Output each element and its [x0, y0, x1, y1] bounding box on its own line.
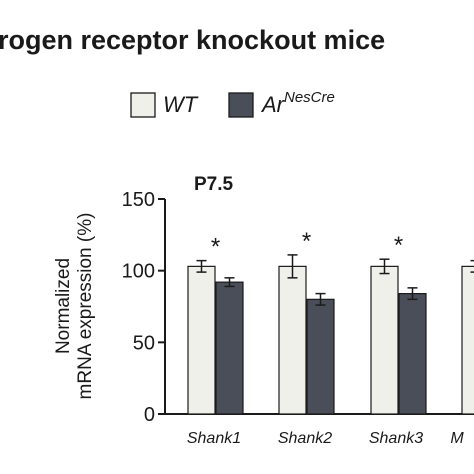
y-tick-label: 0	[144, 404, 155, 426]
significance-marker: *	[211, 234, 220, 261]
bar	[187, 265, 216, 415]
legend: WT ArNesCre	[130, 89, 335, 118]
bar	[306, 298, 335, 415]
legend-label-ar-main: Ar	[260, 92, 286, 117]
bar	[461, 265, 474, 415]
x-tick-label: M	[450, 430, 464, 447]
x-tick-label: Shank1	[187, 430, 241, 447]
plot-area: 0 50 100 150 Shank1 * Shank2 * Shank3 * M	[122, 189, 474, 447]
bar	[215, 281, 244, 415]
significance-marker: *	[302, 228, 311, 255]
legend-swatch-ar	[228, 92, 254, 118]
bar	[370, 265, 399, 415]
y-axis-label-line-1: Normalized	[53, 258, 74, 354]
legend-label-wt: WT	[163, 92, 199, 117]
y-tick-label: 50	[133, 332, 155, 354]
legend-label-ar-superscript: NesCre	[284, 89, 335, 106]
significance-marker: *	[394, 232, 403, 259]
legend-swatch-wt	[130, 92, 156, 118]
x-tick-label: Shank2	[278, 430, 332, 447]
y-tick-label: 150	[122, 189, 155, 211]
chart-title: P7.5	[194, 174, 234, 195]
legend-label-ar: ArNesCre	[260, 89, 335, 117]
bar	[398, 293, 427, 415]
bar	[278, 265, 307, 415]
y-axis-label-line-2: mRNA expression (%)	[75, 213, 96, 400]
y-tick-label: 100	[122, 261, 155, 283]
y-axis-label: Normalized mRNA expression (%)	[53, 213, 96, 400]
figure-title: rogen receptor knockout mice	[0, 25, 385, 55]
x-tick-label: Shank3	[369, 430, 423, 447]
